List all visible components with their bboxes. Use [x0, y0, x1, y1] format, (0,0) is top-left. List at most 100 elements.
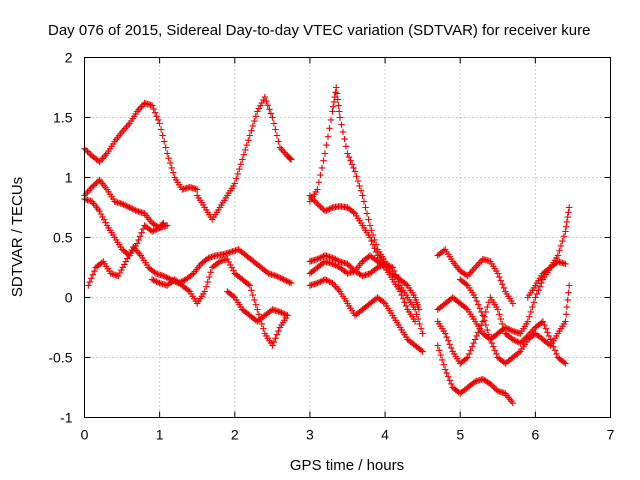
data-point — [153, 226, 160, 233]
data-point — [351, 168, 359, 175]
y-tick-label: 1.5 — [53, 110, 73, 126]
data-point — [332, 89, 339, 96]
data-point — [564, 213, 571, 221]
data-point — [556, 247, 563, 254]
data-point — [417, 347, 425, 354]
data-point — [509, 336, 516, 343]
data-point — [329, 260, 336, 268]
data-point — [122, 258, 129, 265]
data-point — [230, 293, 237, 300]
data-point — [246, 132, 253, 139]
data-point — [399, 295, 407, 302]
data-point — [416, 320, 423, 328]
data-point — [236, 165, 243, 173]
data-point — [165, 155, 172, 162]
data-point — [150, 277, 157, 284]
data-point — [284, 278, 292, 285]
data-point — [237, 161, 244, 168]
data-point — [344, 260, 351, 268]
data-point — [153, 278, 160, 285]
data-point — [124, 255, 131, 262]
data-point — [154, 279, 162, 286]
data-point — [466, 350, 473, 358]
data-point — [127, 205, 135, 212]
data-point — [179, 277, 187, 285]
data-point — [281, 277, 289, 284]
x-tick-label: 6 — [531, 427, 539, 443]
data-point — [254, 108, 261, 115]
data-point — [362, 204, 369, 211]
data-point — [257, 102, 264, 109]
series-arc-2 — [194, 93, 295, 223]
data-point — [389, 264, 396, 271]
data-point — [497, 277, 504, 284]
data-point — [242, 146, 249, 154]
data-point — [368, 237, 375, 245]
data-point — [154, 116, 162, 124]
data-point — [332, 256, 339, 263]
data-point — [327, 205, 335, 212]
data-point — [402, 302, 410, 310]
data-point — [151, 226, 159, 234]
data-point — [317, 203, 324, 210]
data-point — [129, 205, 136, 213]
x-tick-label: 2 — [231, 427, 239, 443]
data-point — [168, 164, 175, 172]
x-tick-label: 0 — [81, 427, 89, 443]
data-point — [366, 234, 374, 241]
data-point — [562, 260, 569, 268]
data-point — [336, 114, 344, 121]
data-point — [512, 337, 519, 345]
data-point — [336, 108, 343, 115]
data-point — [330, 103, 337, 110]
data-point — [354, 177, 362, 185]
data-point — [371, 236, 378, 244]
data-point — [545, 341, 553, 348]
data-point — [559, 237, 566, 245]
data-point — [252, 301, 259, 308]
data-point — [333, 90, 341, 97]
data-point — [482, 321, 489, 329]
data-point — [345, 262, 353, 269]
data-point — [496, 273, 503, 281]
y-tick-label: 0 — [65, 290, 73, 306]
data-point — [386, 262, 393, 270]
data-point — [562, 318, 569, 325]
data-point — [566, 204, 573, 211]
data-point — [509, 300, 516, 307]
data-point — [275, 138, 282, 145]
data-point — [150, 105, 157, 113]
data-point — [446, 377, 453, 384]
chart-title: Day 076 of 2015, Sidereal Day-to-day VTE… — [48, 22, 590, 39]
data-point — [321, 150, 329, 157]
data-point — [445, 373, 452, 380]
data-point — [329, 108, 336, 115]
data-point — [116, 269, 123, 277]
data-point — [413, 311, 420, 318]
data-point — [356, 182, 363, 190]
data-point — [251, 117, 258, 125]
data-point — [287, 279, 295, 287]
series-arc-6 — [148, 255, 291, 349]
data-point — [323, 277, 330, 284]
data-point — [85, 149, 93, 157]
data-point — [161, 138, 168, 145]
data-point — [230, 267, 237, 274]
data-point — [563, 223, 570, 230]
data-point — [563, 303, 571, 311]
data-point — [390, 267, 398, 275]
data-point — [124, 203, 132, 210]
series-arc-18 — [524, 204, 573, 301]
data-point — [342, 143, 350, 150]
data-point — [157, 126, 165, 133]
x-tick-label: 1 — [156, 427, 164, 443]
data-point — [323, 207, 330, 214]
data-point — [366, 222, 374, 229]
data-point — [396, 288, 404, 295]
y-tick-label: 0.5 — [53, 230, 73, 246]
data-point — [82, 146, 90, 154]
data-point — [545, 332, 553, 340]
data-point — [541, 321, 548, 329]
data-point — [344, 150, 351, 157]
data-point — [91, 267, 98, 275]
